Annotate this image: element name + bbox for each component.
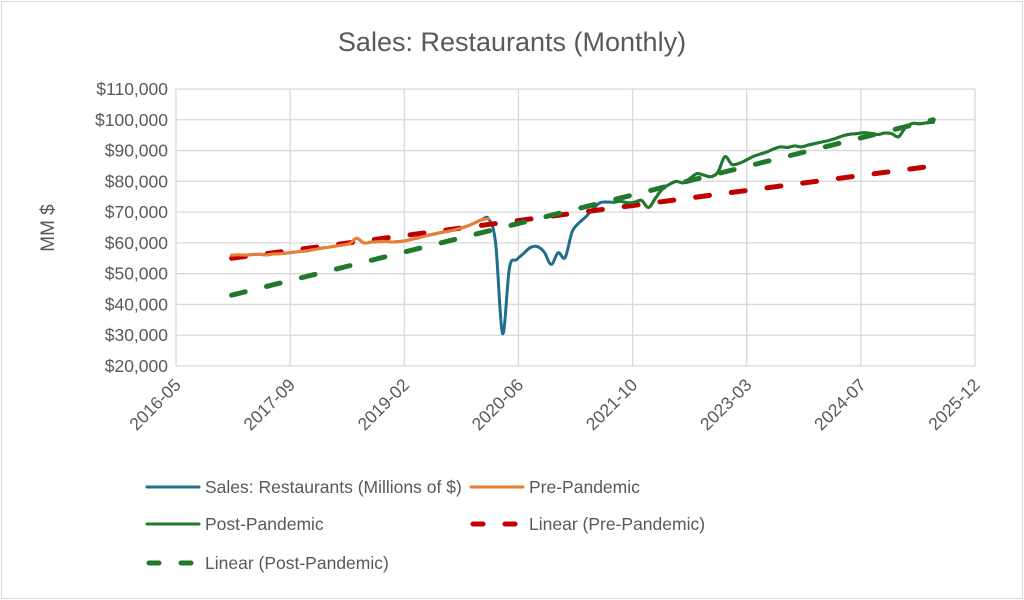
- x-tick-label: 2017-09: [239, 375, 299, 435]
- series-line-post-pandemic: [612, 120, 935, 209]
- y-tick-label: $60,000: [105, 233, 169, 253]
- legend: Sales: Restaurants (Millions of $) Pre-Pa…: [145, 477, 705, 573]
- legend-label: Sales: Restaurants (Millions of $): [205, 477, 462, 497]
- series-lines: [229, 117, 936, 336]
- y-tick-label: $70,000: [105, 202, 169, 222]
- legend-item: Linear (Pre-Pandemic): [470, 514, 705, 534]
- legend-label: Linear (Post-Pandemic): [205, 553, 389, 573]
- y-axis-label: MM $: [38, 204, 59, 252]
- x-tick-label: 2021-10: [582, 375, 642, 435]
- x-tick-label: 2024-07: [810, 375, 870, 435]
- legend-item: Pre-Pandemic: [469, 477, 640, 497]
- x-tick-label: 2020-06: [468, 375, 528, 435]
- y-tick-label: $110,000: [96, 79, 168, 99]
- legend-label: Post-Pandemic: [205, 514, 324, 534]
- x-tick-labels: 2016-05 2017-09 2019-02 2020-06 2021-10 2023-…: [125, 375, 984, 435]
- y-tick-label: $50,000: [105, 264, 169, 284]
- y-tick-label: $40,000: [105, 294, 169, 314]
- x-tick-label: 2019-02: [354, 375, 414, 435]
- series-line-sales-restaurants-millions-of: [230, 120, 935, 336]
- y-tick-label: $90,000: [105, 141, 169, 161]
- legend-item: Sales: Restaurants (Millions of $): [145, 477, 462, 497]
- x-tick-label: 2025-12: [924, 375, 984, 435]
- y-tick-label: $100,000: [95, 110, 168, 130]
- x-tick-label: 2023-03: [696, 375, 756, 435]
- chart-title: Sales: Restaurants (Monthly): [338, 27, 686, 57]
- series-line-linear-post-pandemic: [229, 117, 936, 298]
- legend-item: Linear (Post-Pandemic): [146, 553, 389, 573]
- x-tick-label: 2016-05: [125, 375, 185, 435]
- legend-label: Pre-Pandemic: [529, 477, 640, 497]
- legend-item: Post-Pandemic: [145, 514, 324, 534]
- legend-label: Linear (Pre-Pandemic): [529, 514, 705, 534]
- series-line-pre-pandemic: [230, 217, 491, 257]
- y-tick-label: $80,000: [105, 171, 169, 191]
- y-tick-labels: $20,000 $30,000 $40,000 $50,000 $60,000 $70,0…: [95, 79, 168, 376]
- y-tick-label: $20,000: [105, 356, 169, 376]
- y-tick-label: $30,000: [105, 325, 169, 345]
